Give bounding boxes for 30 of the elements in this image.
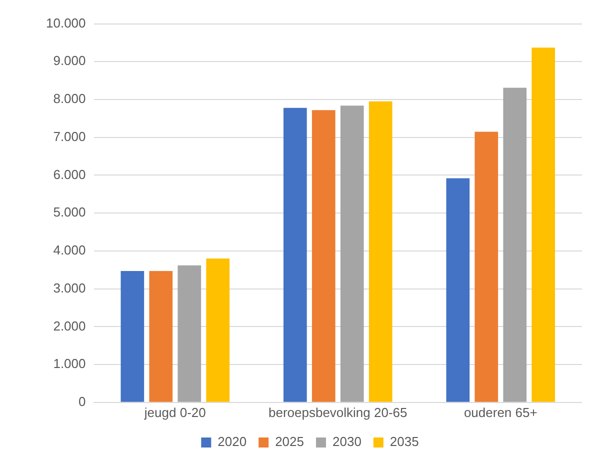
y-tick-label: 2.000 xyxy=(53,318,86,334)
legend-label: 2025 xyxy=(275,434,304,450)
bar xyxy=(474,132,498,402)
y-tick-label: 4.000 xyxy=(53,242,86,258)
bar xyxy=(120,271,144,402)
bar xyxy=(178,265,202,402)
x-tick-label: ouderen 65+ xyxy=(464,404,538,420)
y-tick-label: 0 xyxy=(78,394,86,409)
x-tick-label: jeugd 0-20 xyxy=(143,404,206,420)
y-tick-label: 6.000 xyxy=(53,166,86,182)
bar xyxy=(206,258,230,402)
y-tick-label: 7.000 xyxy=(53,128,86,144)
legend-label: 2030 xyxy=(332,434,362,450)
bar xyxy=(149,271,173,402)
y-tick-label: 3.000 xyxy=(53,280,86,296)
bar xyxy=(446,178,470,402)
y-tick-label: 1.000 xyxy=(53,356,86,372)
bar xyxy=(503,88,527,402)
y-tick-label: 8.000 xyxy=(53,91,86,106)
bar xyxy=(283,108,307,402)
legend-label: 2035 xyxy=(390,434,419,450)
bar xyxy=(532,48,556,402)
bar xyxy=(312,110,336,402)
bar xyxy=(340,106,364,402)
y-tick-label: 10.000 xyxy=(46,15,86,30)
bar xyxy=(368,101,392,402)
y-tick-label: 9.000 xyxy=(53,53,86,68)
x-tick-label: beroepsbevolking 20-65 xyxy=(268,404,408,420)
y-tick-label: 5.000 xyxy=(53,204,86,220)
legend-label: 2020 xyxy=(218,434,247,450)
